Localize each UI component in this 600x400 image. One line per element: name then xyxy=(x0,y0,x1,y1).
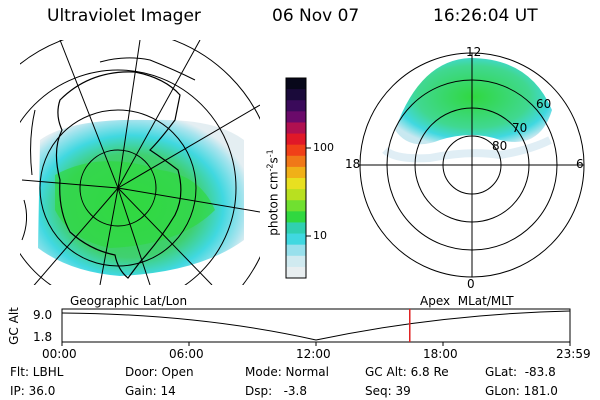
status-gain: Gain: 14 xyxy=(125,384,176,398)
timeline-ylabel: GC Alt xyxy=(7,307,21,345)
colorbar-segment xyxy=(286,111,306,123)
colorbar-segment xyxy=(286,133,306,146)
magnetic-map-label: Apex MLat/MLT xyxy=(420,294,514,308)
colorbar-segment xyxy=(286,122,306,135)
status-ip: IP: 36.0 xyxy=(10,384,56,398)
geographic-map xyxy=(20,40,260,285)
timeline-xtick-2359: 23:59 xyxy=(556,347,591,361)
geographic-map-label: Geographic Lat/Lon xyxy=(70,294,188,308)
colorbar-segment xyxy=(286,144,306,157)
colorbar-tick-10: 10 xyxy=(313,229,327,242)
status-gc-alt: GC Alt: 6.8 Re xyxy=(365,365,449,379)
colorbar-segment xyxy=(286,200,306,212)
colorbar xyxy=(286,78,306,279)
timeline-ytick-high: 9.0 xyxy=(33,308,53,322)
colorbar-segment xyxy=(286,189,306,201)
mlt-label-0: 0 xyxy=(467,277,475,291)
magnetic-map xyxy=(359,52,585,278)
status-glat: GLat: -83.8 xyxy=(485,365,556,379)
colorbar-segment xyxy=(286,78,306,90)
mlt-label-12: 12 xyxy=(466,45,482,59)
status-seq: Seq: 39 xyxy=(365,384,411,398)
timeline-xtick-1200: 12:00 xyxy=(296,347,331,361)
mlt-label-6: 6 xyxy=(576,157,584,171)
colorbar-tick-100: 100 xyxy=(313,141,334,154)
colorbar-segment xyxy=(286,244,306,257)
instrument-title: Ultraviolet Imager xyxy=(47,6,201,26)
colorbar-segment xyxy=(286,178,306,190)
mlat-label-70: 70 xyxy=(512,121,528,135)
timeline-xtick-0000: 00:00 xyxy=(42,347,77,361)
status-mode: Mode: Normal xyxy=(245,365,329,379)
colorbar-segment xyxy=(286,166,306,179)
colorbar-segment xyxy=(286,266,306,279)
timeline-ytick-low: 1.8 xyxy=(33,330,53,344)
colorbar-segment xyxy=(286,155,306,168)
timeline-plot xyxy=(61,308,571,346)
mlat-label-60: 60 xyxy=(536,97,552,111)
status-filter: Flt: LBHL xyxy=(10,365,64,379)
colorbar-segment xyxy=(286,89,306,101)
status-glon: GLon: 181.0 xyxy=(485,384,558,398)
status-door: Door: Open xyxy=(125,365,194,379)
colorbar-segment xyxy=(286,255,306,268)
colorbar-unit-label: photon cm-2s-1 xyxy=(265,149,281,236)
colorbar-segment xyxy=(286,233,306,246)
timeline-xtick-1800: 18:00 xyxy=(423,347,458,361)
observation-date: 06 Nov 07 xyxy=(272,6,360,26)
colorbar-segment xyxy=(286,100,306,112)
timeline-xtick-0600: 06:00 xyxy=(169,347,204,361)
mlat-label-80: 80 xyxy=(492,139,508,153)
colorbar-segment xyxy=(286,211,306,223)
status-dsp: Dsp: -3.8 xyxy=(245,384,308,398)
observation-time: 16:26:04 UT xyxy=(433,6,538,26)
mlt-label-18: 18 xyxy=(345,157,361,171)
colorbar-segment xyxy=(286,222,306,235)
